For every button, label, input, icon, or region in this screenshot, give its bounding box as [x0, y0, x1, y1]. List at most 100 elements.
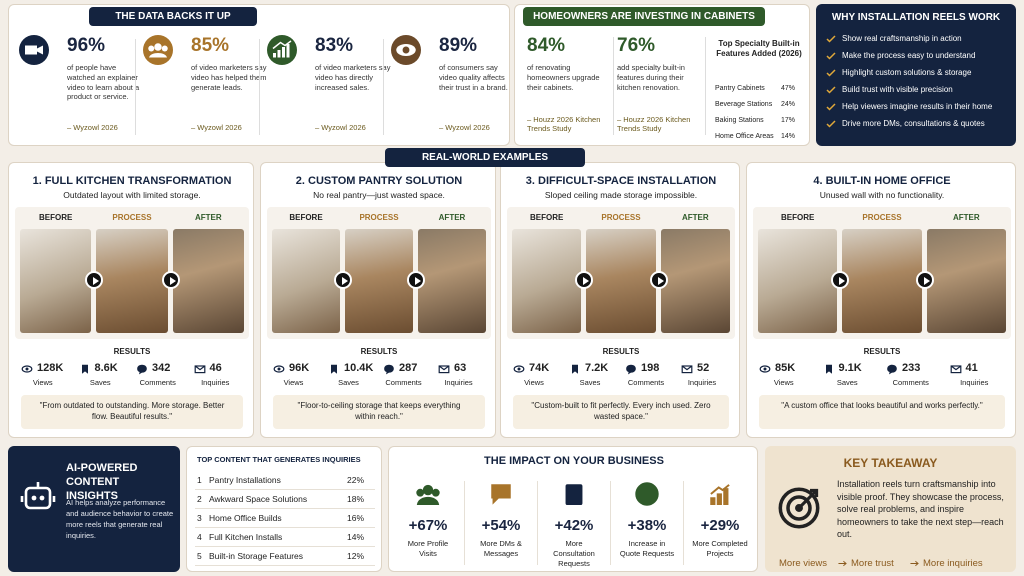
media-strip: BEFORE PROCESS AFTER [15, 207, 249, 339]
stage-label: AFTER [438, 213, 466, 222]
homeowner-text: of renovating homeowners upgrade their c… [527, 63, 600, 92]
check-icon [826, 69, 836, 77]
card-subtitle: Unused wall with no functionality. [819, 190, 945, 200]
why-item: Drive more DMs, consultations & quotes [842, 119, 985, 128]
metric-label: Comments [139, 378, 176, 387]
metric-label: Saves [579, 378, 601, 387]
stage-image [842, 229, 922, 333]
ai-text: AI helps analyze performance and audienc… [66, 498, 174, 540]
card-quote: "Floor-to-ceiling storage that keeps eve… [273, 395, 485, 429]
metric-label: Saves [338, 378, 359, 387]
stage-label: BEFORE [780, 213, 815, 222]
examples-title: REAL-WORLD EXAMPLES [385, 148, 585, 167]
divider [705, 37, 706, 135]
stats-panel: THE DATA BACKS IT UP 96% of people have wa… [8, 4, 510, 146]
content-name: Full Kitchen Installs [209, 532, 283, 542]
content-name: Built-in Storage Features [209, 551, 304, 561]
why-item: Build trust with visible precision [842, 85, 953, 94]
feature-value: 14% [781, 133, 796, 140]
impact-value: +38% [627, 517, 667, 534]
content-name: Pantry Installations [209, 475, 281, 485]
feature-value: 24% [781, 101, 796, 108]
homeowners-title: HOMEOWNERS ARE INVESTING IN CABINETS [523, 7, 765, 26]
metric-icon [572, 364, 578, 374]
play-button [85, 271, 104, 289]
metric-icon [438, 365, 450, 374]
rank: 1 [197, 475, 202, 485]
metric-value: 96K [289, 362, 310, 374]
divider [683, 481, 684, 565]
homeowner-text: add specialty built-in features during t… [617, 63, 685, 92]
metric-value: 46 [209, 362, 222, 374]
play-button [575, 271, 594, 289]
why-item: Show real craftsmanship in action [842, 34, 962, 43]
divider [135, 39, 136, 135]
stat-source: – Wyzowl 2026 [439, 123, 490, 132]
arrow-icon [910, 560, 919, 567]
check-icon [826, 52, 836, 60]
metric-value: 74K [529, 362, 550, 374]
card-quote: "Custom-built to fit perfectly. Every in… [513, 395, 729, 429]
content-name: Home Office Builds [209, 513, 282, 523]
takeaway-text: Installation reels turn craftsmanship in… [837, 479, 1004, 540]
rank: 3 [197, 513, 202, 523]
row-rule [195, 565, 375, 566]
stat-source: – Wyzowl 2026 [315, 123, 366, 132]
card-quote: "A custom office that looks beautiful an… [759, 395, 1005, 429]
play-button [831, 271, 850, 289]
impact-title: THE IMPACT ON YOUR BUSINESS [484, 455, 664, 467]
why-item: Make the process easy to understand [842, 51, 976, 60]
feature-name: Beverage Stations [715, 101, 773, 108]
arrow-icon [838, 560, 847, 567]
impact-label: Increase in Quote Requests [619, 539, 675, 558]
metric-value: 10.4K [344, 362, 374, 374]
card-title: 2. CUSTOM PANTRY SOLUTION [295, 175, 463, 187]
impact-label: More Profile Visits [407, 539, 449, 558]
card-quote: "From outdated to outstanding. More stor… [21, 395, 243, 429]
stage-image [660, 229, 730, 333]
stat-text: of people have watched an explainer vide… [67, 63, 140, 102]
takeaway-footer: More trust [851, 558, 894, 569]
stage-label: BEFORE [38, 213, 73, 222]
metric-label: Comments [385, 378, 422, 387]
media-strip: BEFORE PROCESS AFTER [753, 207, 1011, 339]
results-title: RESULTS [602, 347, 640, 356]
metric-label: Inquiries [201, 378, 230, 387]
check-icon [826, 35, 836, 43]
takeaway-footer: More views [779, 558, 828, 569]
metric-icon [273, 365, 285, 373]
metric-label: Inquiries [960, 378, 989, 387]
metric-icon [331, 364, 337, 374]
row-rule [195, 508, 375, 509]
stat-value: 89% [439, 35, 478, 56]
ai-title: AI-POWERED CONTENT INSIGHTS [66, 462, 138, 502]
card-title: 4. BUILT-IN HOME OFFICE [813, 175, 951, 187]
stage-image [172, 229, 244, 333]
ai-panel: AI-POWERED CONTENT INSIGHTS AI helps anal… [8, 446, 180, 572]
divider [259, 39, 260, 135]
metric-icon [21, 365, 33, 373]
feature-value: 47% [781, 85, 796, 92]
stat-source: – Wyzowl 2026 [191, 123, 242, 132]
rank: 4 [197, 532, 202, 542]
metric-label: Saves [836, 378, 858, 387]
metric-icon [384, 364, 394, 375]
stat-text: of video marketers say video has directl… [315, 63, 391, 92]
impact-value: +42% [554, 517, 594, 534]
divider [613, 37, 614, 135]
homeowners-panel: HOMEOWNERS ARE INVESTING IN CABINETS 84% o… [514, 4, 810, 146]
metric-value: 85K [775, 362, 796, 374]
takeaway-title: KEY TAKEAWAY [843, 456, 938, 470]
content-share: 22% [347, 475, 365, 485]
impact-value: +29% [700, 517, 740, 534]
metric-icon [681, 365, 693, 374]
card-title: 3. DIFFICULT-SPACE INSTALLATION [525, 175, 717, 187]
results-title: RESULTS [113, 347, 151, 356]
play-button [649, 271, 668, 289]
example-card: 3. DIFFICULT-SPACE INSTALLATION Sloped ce… [500, 162, 740, 438]
metric-icon [513, 365, 525, 373]
why-title: WHY INSTALLATION REELS WORK [831, 12, 1001, 23]
metric-value: 198 [641, 362, 660, 374]
rank: 5 [197, 551, 202, 561]
play-button [407, 271, 425, 289]
